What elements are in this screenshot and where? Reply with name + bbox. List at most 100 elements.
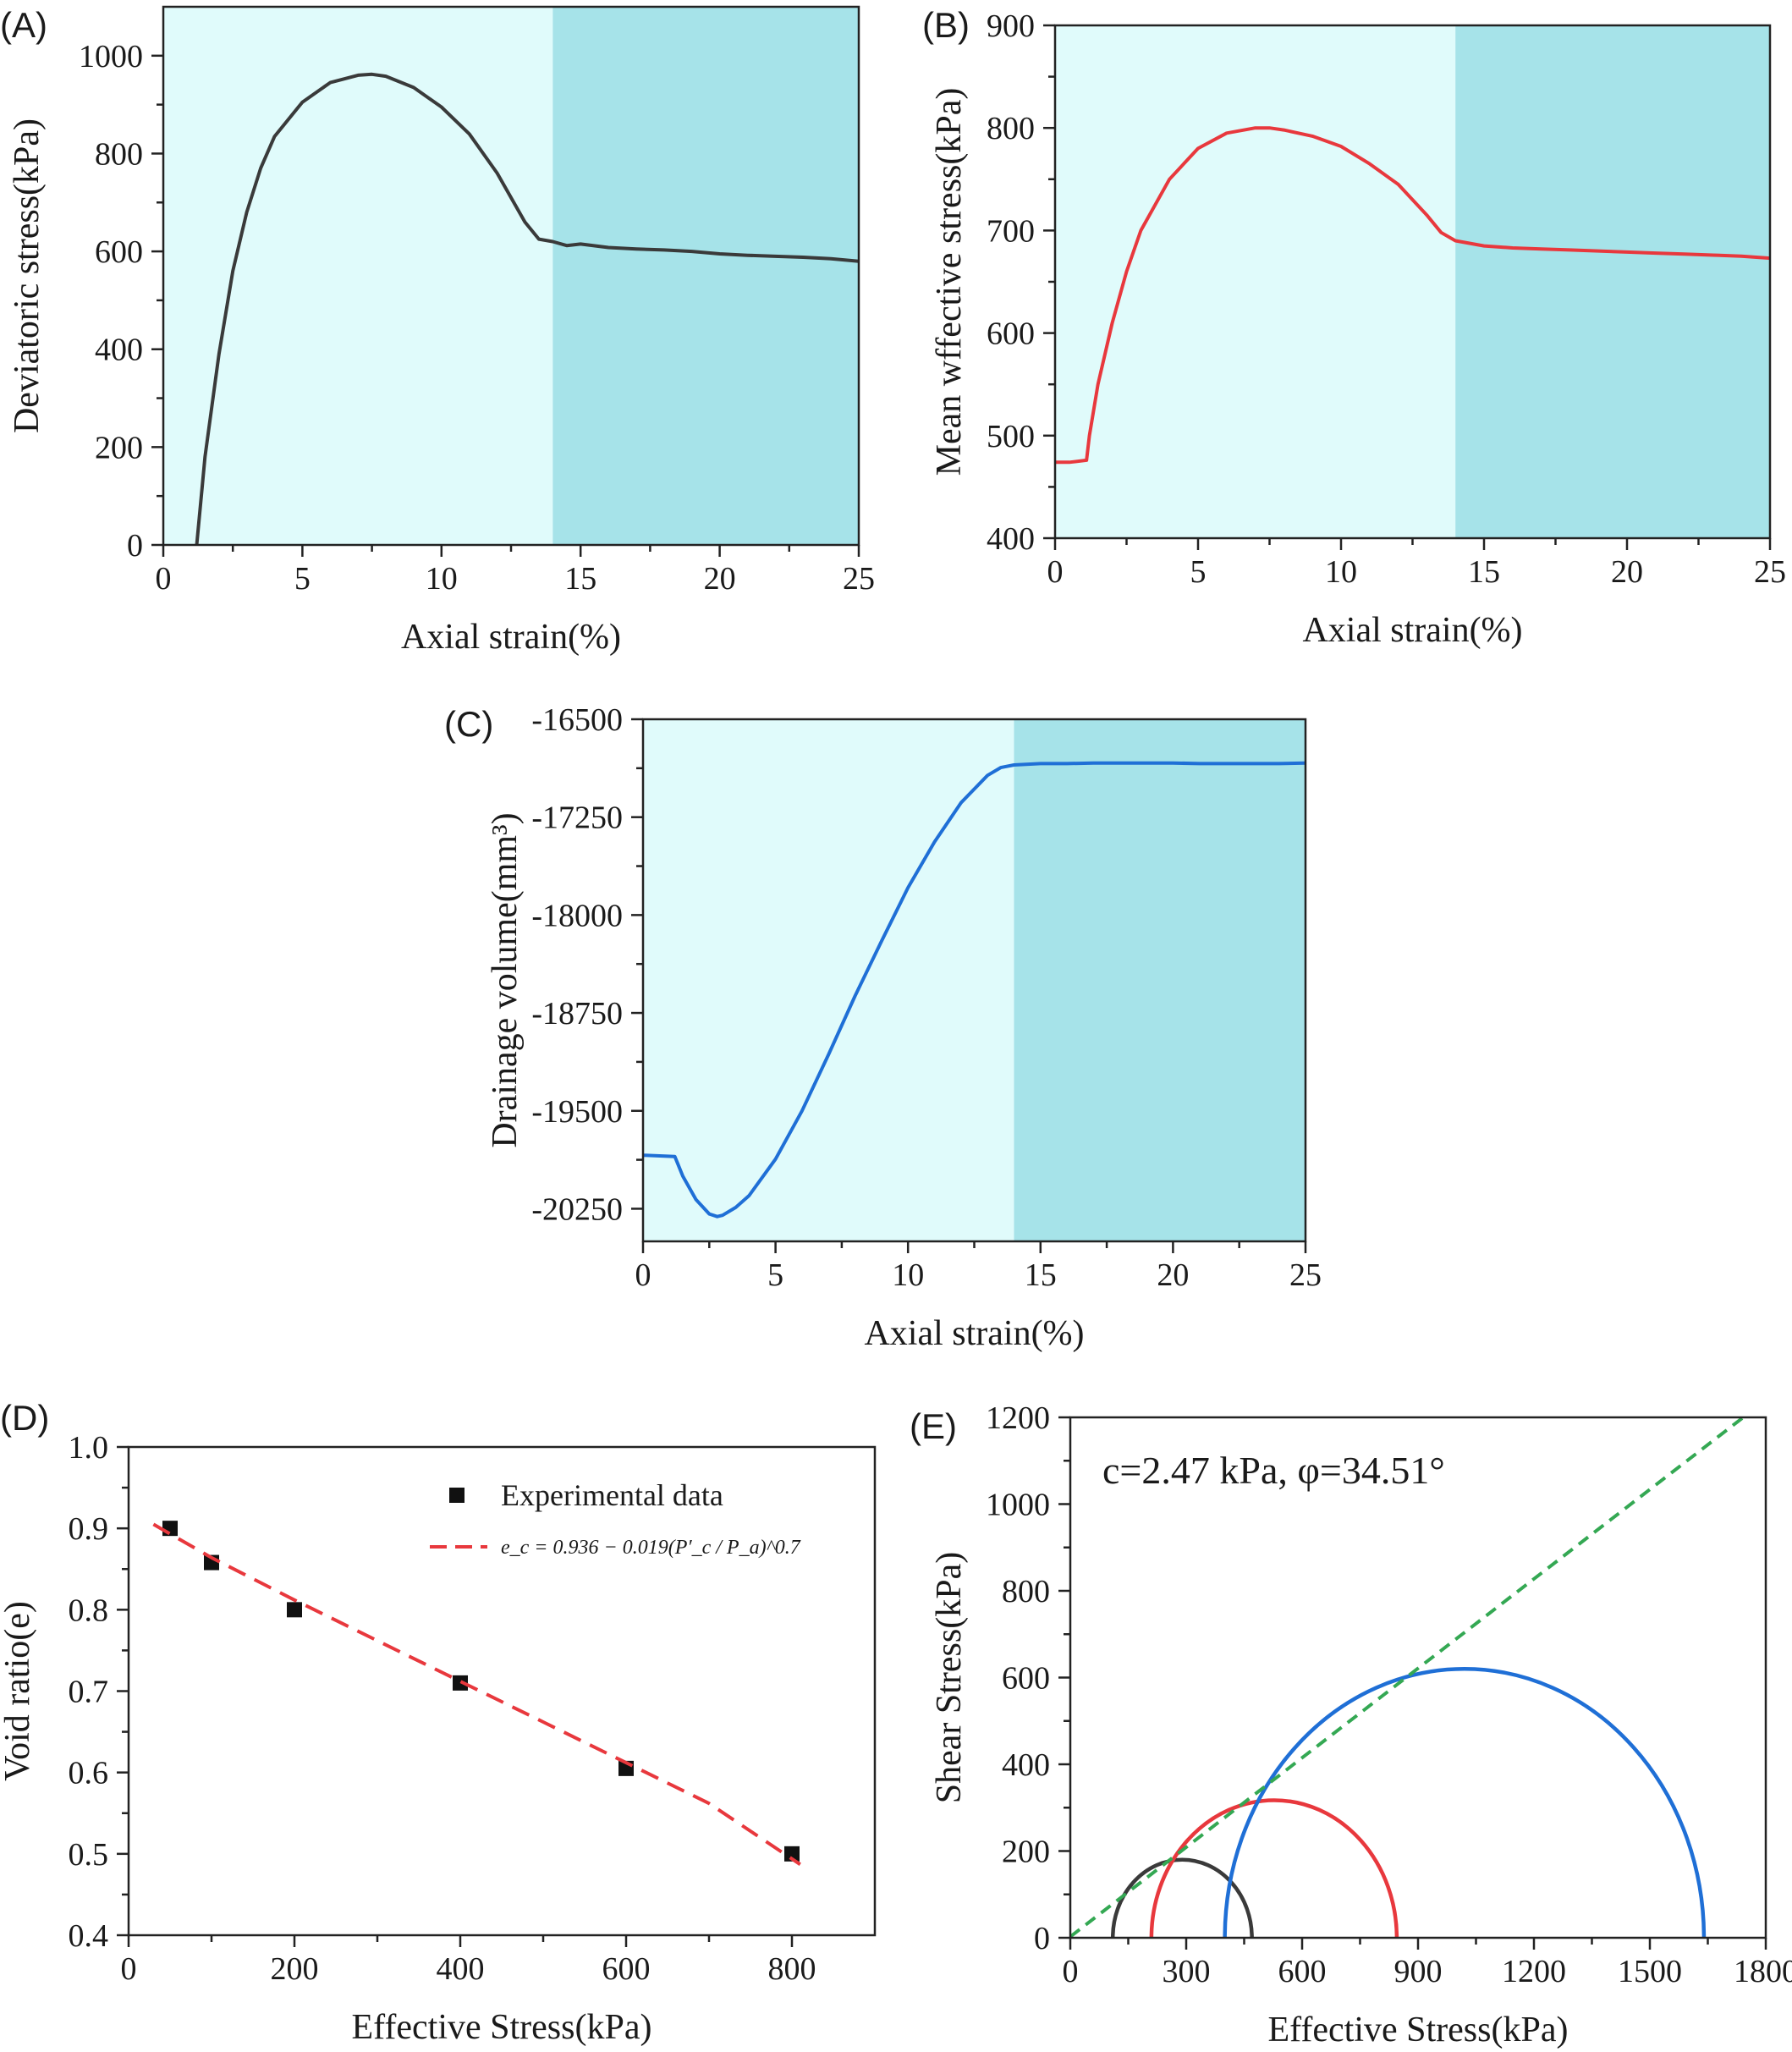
y-tick-label: 200 bbox=[1002, 1835, 1050, 1870]
x-axis-label: Effective Stress(kPa) bbox=[352, 2008, 652, 2047]
shaded-region-dark bbox=[1014, 719, 1306, 1241]
y-tick-label: -19500 bbox=[531, 1094, 623, 1130]
panel-label: (E) bbox=[910, 1406, 957, 1446]
y-tick-label: 400 bbox=[95, 333, 143, 368]
panel-label: (D) bbox=[0, 1398, 49, 1438]
x-tick-label: 600 bbox=[1278, 1954, 1327, 1989]
data-point bbox=[162, 1521, 178, 1537]
panel-label: (C) bbox=[444, 704, 493, 744]
panel-label: (A) bbox=[0, 5, 47, 45]
x-tick-label: 0 bbox=[635, 1257, 651, 1293]
y-tick-label: 0.7 bbox=[69, 1675, 109, 1710]
x-tick-label: 1500 bbox=[1618, 1954, 1682, 1989]
shaded-region-light bbox=[163, 7, 553, 545]
y-tick-label: -20250 bbox=[531, 1191, 623, 1227]
y-tick-label: 400 bbox=[1002, 1747, 1050, 1783]
x-tick-label: 25 bbox=[1289, 1257, 1322, 1293]
chart-panel-c: 0 5 10 15 20 25 -20250 -19500 -18750 -18000 -17250… bbox=[444, 702, 1322, 1353]
y-tick-label: -17250 bbox=[531, 800, 623, 836]
y-tick-label: 1000 bbox=[986, 1488, 1050, 1523]
legend-label-fit: e_c = 0.936 − 0.019(P′_c / P_a)^0.7 bbox=[501, 1537, 801, 1559]
y-axis-label: Mean wffective stress(kPa) bbox=[930, 88, 969, 476]
y-tick-label: 0.6 bbox=[69, 1756, 109, 1791]
x-axis-label: Axial strain(%) bbox=[401, 618, 621, 657]
shaded-region-light bbox=[643, 719, 1014, 1241]
y-tick-label: 500 bbox=[987, 419, 1035, 454]
y-tick-label: 800 bbox=[1002, 1574, 1050, 1609]
y-tick-label: 900 bbox=[987, 8, 1035, 44]
series-group bbox=[1070, 1417, 1745, 1938]
x-tick-label: 10 bbox=[1325, 554, 1357, 590]
panel-label: (B) bbox=[922, 5, 970, 45]
series-line bbox=[1055, 126, 1770, 465]
legend: Experimental data e_c = 0.936 − 0.019(P′_… bbox=[430, 1478, 801, 1559]
series-group bbox=[152, 1521, 801, 1866]
x-tick-label: 20 bbox=[1157, 1257, 1189, 1293]
y-tick-label: 600 bbox=[987, 316, 1035, 352]
y-tick-label: 1200 bbox=[986, 1400, 1050, 1436]
y-tick-label: -16500 bbox=[531, 702, 623, 738]
shaded-region-dark bbox=[1455, 25, 1770, 538]
x-axis-label: Axial strain(%) bbox=[1302, 611, 1522, 650]
x-tick-label: 15 bbox=[564, 561, 596, 597]
chart-panel-a: 0 5 10 15 20 25 0 200 400 600 800 1000 Axial strain(… bbox=[0, 5, 875, 657]
y-tick-label: -18000 bbox=[531, 898, 623, 933]
x-axis-label: Axial strain(%) bbox=[864, 1314, 1084, 1353]
legend-label-experimental: Experimental data bbox=[501, 1478, 723, 1512]
y-tick-label: 0.4 bbox=[69, 1918, 109, 1954]
fit-line bbox=[152, 1522, 801, 1866]
x-tick-label: 20 bbox=[1611, 554, 1643, 590]
x-tick-label: 25 bbox=[1754, 554, 1786, 590]
x-tick-label: 0 bbox=[121, 1951, 137, 1987]
y-tick-label: 0.5 bbox=[69, 1837, 109, 1873]
y-axis-label: Drainage volume(mm³) bbox=[486, 812, 525, 1147]
data-point bbox=[287, 1602, 302, 1618]
series-group bbox=[643, 761, 1306, 1219]
x-tick-label: 15 bbox=[1468, 554, 1500, 590]
series-line bbox=[643, 761, 1306, 1219]
plot-frame bbox=[127, 1445, 877, 1937]
y-tick-label: -18750 bbox=[531, 996, 623, 1032]
legend-marker-experimental bbox=[449, 1488, 464, 1503]
data-point bbox=[784, 1846, 800, 1862]
x-tick-label: 200 bbox=[271, 1951, 319, 1987]
x-tick-label: 1200 bbox=[1502, 1954, 1566, 1989]
y-tick-label: 700 bbox=[987, 213, 1035, 249]
chart-panel-b: 0 5 10 15 20 25 400 500 600 700 800 900 Axial strain… bbox=[922, 5, 1786, 650]
y-tick-label: 400 bbox=[987, 521, 1035, 557]
y-tick-label: 800 bbox=[987, 111, 1035, 146]
shaded-region-dark bbox=[552, 7, 859, 545]
chart-panel-d: 0 200 400 600 800 0.4 0.5 0.6 0.7 0.8 0.9 1.0 Effect… bbox=[0, 1398, 877, 2047]
chart-panel-e: 0 300 600 900 1200 1500 1800 0 200 400 600 800 1000 1… bbox=[910, 1400, 1792, 2049]
x-tick-label: 900 bbox=[1394, 1954, 1443, 1989]
x-tick-label: 800 bbox=[768, 1951, 816, 1987]
mohr-circle bbox=[1110, 1857, 1254, 1938]
y-tick-label: 0 bbox=[1034, 1921, 1050, 1956]
y-tick-label: 0.9 bbox=[69, 1511, 109, 1547]
y-tick-label: 1.0 bbox=[69, 1430, 109, 1466]
y-tick-label: 600 bbox=[1002, 1661, 1050, 1697]
y-tick-label: 200 bbox=[95, 430, 143, 465]
mohr-circle bbox=[1149, 1798, 1399, 1938]
strength-annotation: c=2.47 kPa, φ=34.51° bbox=[1102, 1449, 1445, 1492]
x-tick-label: 10 bbox=[426, 561, 458, 597]
x-tick-label: 0 bbox=[1047, 554, 1064, 590]
x-tick-label: 5 bbox=[767, 1257, 783, 1293]
x-tick-label: 15 bbox=[1025, 1257, 1057, 1293]
x-tick-label: 5 bbox=[294, 561, 311, 597]
y-axis-label: Shear Stress(kPa) bbox=[930, 1552, 969, 1803]
shaded-region-light bbox=[1055, 25, 1456, 538]
x-tick-label: 300 bbox=[1163, 1954, 1211, 1989]
x-tick-label: 25 bbox=[843, 561, 875, 597]
series-group bbox=[195, 72, 859, 545]
x-tick-label: 5 bbox=[1190, 554, 1207, 590]
y-tick-label: 0.8 bbox=[69, 1593, 109, 1628]
series-group bbox=[1055, 126, 1770, 465]
x-tick-label: 0 bbox=[156, 561, 172, 597]
x-tick-label: 600 bbox=[602, 1951, 651, 1987]
y-axis-label: Deviatoric stress(kPa) bbox=[8, 118, 47, 433]
failure-envelope bbox=[1070, 1417, 1745, 1938]
x-axis-label: Effective Stress(kPa) bbox=[1268, 2011, 1569, 2049]
y-tick-label: 800 bbox=[95, 136, 143, 172]
